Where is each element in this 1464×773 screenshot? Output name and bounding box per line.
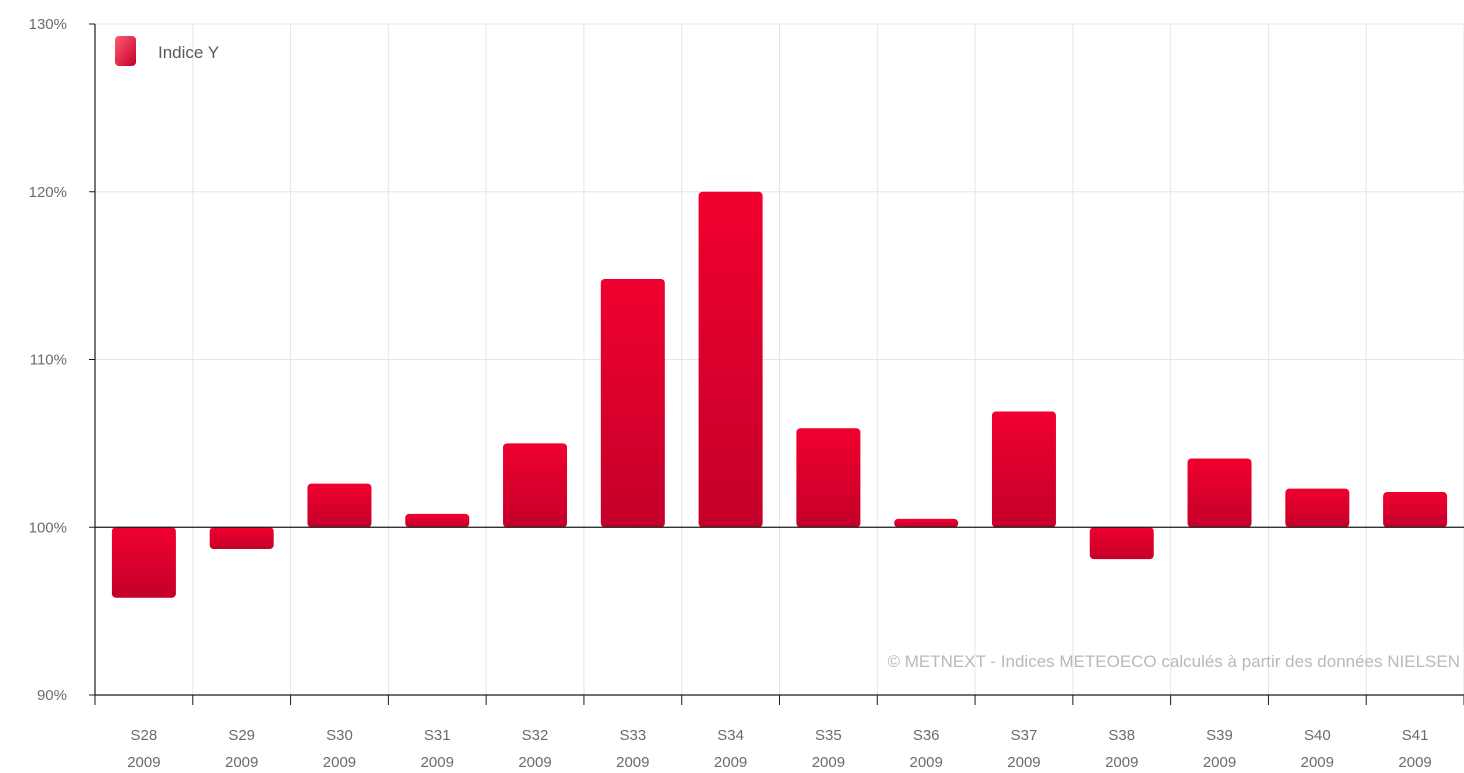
x-tick-label-week: S37 bbox=[1011, 727, 1038, 744]
x-tick-label-week: S31 bbox=[424, 727, 451, 744]
grid-lines bbox=[95, 23, 1464, 695]
bar-s40 bbox=[1285, 488, 1350, 528]
x-tick-label-week: S38 bbox=[1108, 727, 1135, 744]
credit-text: © METNEXT - Indices METEOECO calculés à … bbox=[888, 652, 1460, 671]
bar-s30 bbox=[307, 483, 372, 528]
x-tick-label-year: 2009 bbox=[421, 754, 454, 771]
bar-s31 bbox=[405, 513, 470, 528]
bar-s35 bbox=[796, 428, 861, 528]
bar-s29 bbox=[209, 527, 274, 550]
x-tick-label-year: 2009 bbox=[225, 754, 258, 771]
x-tick-label-week: S41 bbox=[1402, 727, 1429, 744]
legend-label-indice-y: Indice Y bbox=[158, 43, 219, 62]
x-tick-label-week: S29 bbox=[228, 727, 255, 744]
x-tick-label-week: S36 bbox=[913, 727, 940, 744]
y-tick-label: 130% bbox=[29, 16, 67, 33]
y-tick-label: 110% bbox=[30, 352, 67, 369]
bar-s34 bbox=[698, 191, 763, 528]
y-tick-labels: 90% 100% 110% 120% 130% bbox=[29, 16, 67, 704]
x-tick-label-week: S30 bbox=[326, 727, 353, 744]
x-tick-label-week: S33 bbox=[619, 727, 646, 744]
axes bbox=[89, 23, 1464, 705]
x-tick-label-year: 2009 bbox=[714, 754, 747, 771]
x-tick-label-year: 2009 bbox=[1007, 754, 1040, 771]
y-tick-label: 90% bbox=[37, 687, 67, 704]
x-tick-labels: S28 2009 S29 2009 S30 2009 S31 2009 S32 2009 S33 20… bbox=[127, 727, 1432, 771]
x-tick-label-week: S40 bbox=[1304, 727, 1331, 744]
bars bbox=[111, 191, 1448, 598]
x-tick-label-week: S39 bbox=[1206, 727, 1233, 744]
y-tick-label: 100% bbox=[29, 519, 67, 536]
bar-s28 bbox=[111, 527, 176, 598]
x-tick-label-year: 2009 bbox=[1301, 754, 1334, 771]
bar-s38 bbox=[1089, 527, 1154, 560]
x-tick-label-year: 2009 bbox=[518, 754, 551, 771]
x-tick-label-year: 2009 bbox=[909, 754, 942, 771]
x-tick-label-week: S34 bbox=[717, 727, 744, 744]
bar-s33 bbox=[600, 278, 665, 528]
bar-s39 bbox=[1187, 458, 1252, 528]
x-tick-label-year: 2009 bbox=[812, 754, 845, 771]
x-tick-label-year: 2009 bbox=[127, 754, 160, 771]
x-tick-label-week: S35 bbox=[815, 727, 842, 744]
bar-s32 bbox=[503, 443, 568, 528]
bar-s41 bbox=[1383, 492, 1448, 528]
legend-swatch bbox=[115, 36, 136, 66]
legend: Indice Y bbox=[115, 36, 219, 66]
x-tick-label-week: S32 bbox=[522, 727, 549, 744]
y-tick-label: 120% bbox=[29, 184, 67, 201]
bar-s36 bbox=[894, 518, 959, 528]
x-tick-label-year: 2009 bbox=[1203, 754, 1236, 771]
x-tick-label-week: S28 bbox=[131, 727, 158, 744]
x-tick-label-year: 2009 bbox=[323, 754, 356, 771]
x-tick-label-year: 2009 bbox=[616, 754, 649, 771]
bar-s37 bbox=[991, 411, 1056, 528]
x-tick-label-year: 2009 bbox=[1398, 754, 1431, 771]
x-tick-label-year: 2009 bbox=[1105, 754, 1138, 771]
